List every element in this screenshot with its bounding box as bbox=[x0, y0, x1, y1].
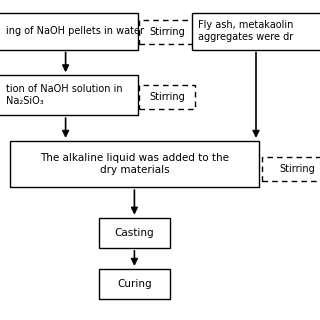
Bar bbox=[99, 218, 170, 248]
Bar bbox=[0, 75, 138, 115]
Text: The alkaline liquid was added to the
dry materials: The alkaline liquid was added to the dry… bbox=[40, 153, 229, 175]
Bar bbox=[262, 157, 320, 181]
Text: Stirring: Stirring bbox=[149, 27, 185, 37]
Text: tion of NaOH solution in
Na₂SiO₃: tion of NaOH solution in Na₂SiO₃ bbox=[6, 84, 123, 106]
Bar bbox=[0, 13, 138, 50]
Text: Fly ash, metakaolin
aggregates were dr: Fly ash, metakaolin aggregates were dr bbox=[198, 20, 294, 42]
Bar bbox=[99, 269, 170, 299]
Text: Stirring: Stirring bbox=[280, 164, 316, 174]
Text: Curing: Curing bbox=[117, 279, 152, 289]
Bar bbox=[139, 20, 195, 44]
Bar bbox=[10, 141, 259, 187]
Text: Casting: Casting bbox=[115, 228, 154, 238]
Bar bbox=[139, 85, 195, 109]
Text: Stirring: Stirring bbox=[149, 92, 185, 102]
Bar bbox=[192, 13, 320, 50]
Text: ing of NaOH pellets in water: ing of NaOH pellets in water bbox=[6, 26, 144, 36]
